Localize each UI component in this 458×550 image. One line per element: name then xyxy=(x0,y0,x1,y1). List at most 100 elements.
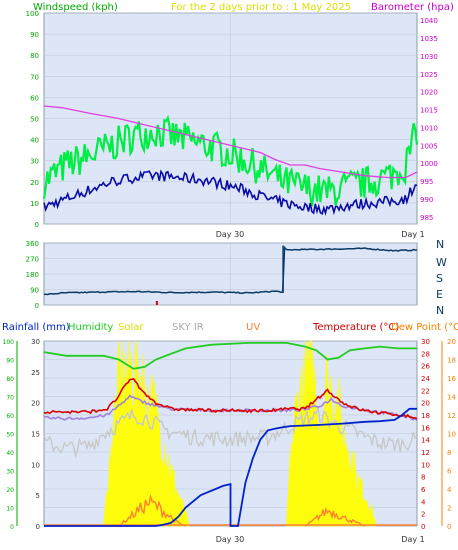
barometer-tick-1005: 1005 xyxy=(420,142,438,150)
windspeed-ticks: 0 10 20 30 40 50 60 70 80 90 100 xyxy=(26,10,39,229)
series-barometer xyxy=(43,105,418,179)
series-humidity xyxy=(43,341,417,370)
rain-marker xyxy=(155,301,158,305)
legend-sky-ir: SKY IR xyxy=(172,322,204,333)
panel-3-legend: Rainfall (mm) Humidity Solar SKY IR UV T… xyxy=(2,322,458,333)
direction-tick-270: 270 xyxy=(26,256,39,264)
compass-label-n1: N xyxy=(436,238,444,251)
dewpoint-tick-4: 4 xyxy=(447,486,452,494)
series-temperature xyxy=(43,378,418,420)
rainfall-ticks: 0 5 10 15 20 25 30 xyxy=(16,338,40,531)
windspeed-tick-20: 20 xyxy=(30,179,39,187)
barometer-axis-title: Barometer (hpa) xyxy=(371,2,454,13)
rainfall-tick-10: 10 xyxy=(31,461,40,469)
dewpoint-tick-20: 20 xyxy=(447,338,456,346)
wind-direction-panel: 0 90 180 270 360 N W S E N xyxy=(26,238,447,317)
temperature-tick-0: 0 xyxy=(421,523,425,531)
rainfall-tick-25: 25 xyxy=(31,369,40,377)
dewpoint-tick-18: 18 xyxy=(447,357,456,365)
temperature-tick-4: 4 xyxy=(421,498,426,506)
temperature-tick-30: 30 xyxy=(421,338,430,346)
series-wind-direction xyxy=(43,245,418,296)
series-windspeed xyxy=(43,169,418,216)
temperature-tick-22: 22 xyxy=(421,387,430,395)
rainfall-tick-15: 15 xyxy=(31,431,40,439)
panel-2-grid xyxy=(44,242,417,306)
legend-rainfall: Rainfall (mm) xyxy=(2,322,70,333)
windspeed-tick-50: 50 xyxy=(30,116,39,124)
windspeed-tick-40: 40 xyxy=(30,137,39,145)
dewpoint-tick-0: 0 xyxy=(447,523,451,531)
barometer-tick-1015: 1015 xyxy=(420,107,438,115)
barometer-tick-1010: 1010 xyxy=(420,124,438,132)
temperature-tick-28: 28 xyxy=(421,350,430,358)
chart-title: For the 2 days prior to : 1 May 2025 xyxy=(171,2,351,13)
legend-temperature: Temperature (°C) xyxy=(312,322,399,333)
humidity-tick-10: 10 xyxy=(6,506,14,513)
humidity-tick-20: 20 xyxy=(6,487,14,494)
dewpoint-tick-12: 12 xyxy=(447,412,456,420)
barometer-ticks: 985 990 995 1000 1005 1010 1015 1020 1025 1030 103… xyxy=(420,17,438,222)
direction-tick-90: 90 xyxy=(30,287,39,295)
series-uv-1 xyxy=(304,506,366,527)
windspeed-tick-0: 0 xyxy=(35,221,39,229)
barometer-tick-1025: 1025 xyxy=(420,71,438,79)
dewpoint-tick-6: 6 xyxy=(447,468,452,476)
legend-uv: UV xyxy=(246,322,260,333)
compass-label-s: S xyxy=(436,272,443,285)
temperature-tick-2: 2 xyxy=(421,511,425,519)
direction-degree-ticks: 0 90 180 270 360 xyxy=(26,240,39,310)
rainfall-tick-20: 20 xyxy=(31,400,40,408)
windspeed-tick-10: 10 xyxy=(30,200,39,208)
legend-humidity: Humidity xyxy=(68,322,113,333)
humidity-tick-0: 0 xyxy=(10,524,14,531)
panel-3-series xyxy=(43,340,418,527)
panel-2-series xyxy=(43,245,418,305)
panel-1-series xyxy=(42,105,419,216)
compass-label-e: E xyxy=(436,288,443,301)
legend-solar: Solar xyxy=(118,322,144,333)
dewpoint-tick-2: 2 xyxy=(447,505,451,513)
rainfall-tick-0: 0 xyxy=(36,523,40,531)
series-solar-0 xyxy=(103,340,190,527)
windspeed-tick-100: 100 xyxy=(26,10,39,18)
barometer-tick-1040: 1040 xyxy=(420,17,438,25)
humidity-tick-90: 90 xyxy=(6,358,14,365)
temperature-tick-18: 18 xyxy=(421,412,430,420)
compass-label-w: W xyxy=(436,256,447,269)
windspeed-tick-90: 90 xyxy=(30,31,39,39)
dewpoint-ticks: 0 2 4 6 8 10 12 14 16 18 20 xyxy=(441,338,456,531)
barometer-tick-990: 990 xyxy=(420,196,433,204)
humidity-tick-40: 40 xyxy=(6,450,14,457)
barometer-tick-985: 985 xyxy=(420,214,433,222)
panel-1-x-label-day1: Day 1 xyxy=(401,230,424,239)
dewpoint-tick-8: 8 xyxy=(447,449,451,457)
barometer-tick-1030: 1030 xyxy=(420,53,438,61)
humidity-tick-60: 60 xyxy=(6,413,14,420)
series-rainfall xyxy=(44,407,417,527)
direction-tick-0: 0 xyxy=(35,302,39,310)
temperature-tick-12: 12 xyxy=(421,449,430,457)
humidity-tick-100: 100 xyxy=(3,339,15,346)
temperature-tick-14: 14 xyxy=(421,437,430,445)
panel-3-x-label-day1: Day 1 xyxy=(401,535,424,544)
dewpoint-tick-14: 14 xyxy=(447,394,456,402)
compass-label-n2: N xyxy=(436,304,444,317)
windspeed-tick-70: 70 xyxy=(30,73,39,81)
humidity-tick-50: 50 xyxy=(6,432,14,439)
direction-tick-180: 180 xyxy=(26,271,39,279)
panel-1-grid xyxy=(44,12,417,225)
temperature-tick-8: 8 xyxy=(421,474,425,482)
humidity-tick-80: 80 xyxy=(6,376,14,383)
humidity-ticks: 0 10 20 30 40 50 60 70 80 90 100 xyxy=(3,339,15,531)
series-dewpoint xyxy=(43,394,418,421)
temperature-tick-10: 10 xyxy=(421,461,430,469)
dewpoint-tick-10: 10 xyxy=(447,431,456,439)
humidity-tick-70: 70 xyxy=(6,395,14,402)
barometer-tick-1035: 1035 xyxy=(420,35,438,43)
compass-labels: N W S E N xyxy=(436,238,447,317)
windspeed-axis-title: Windspeed (kph) xyxy=(33,2,118,13)
